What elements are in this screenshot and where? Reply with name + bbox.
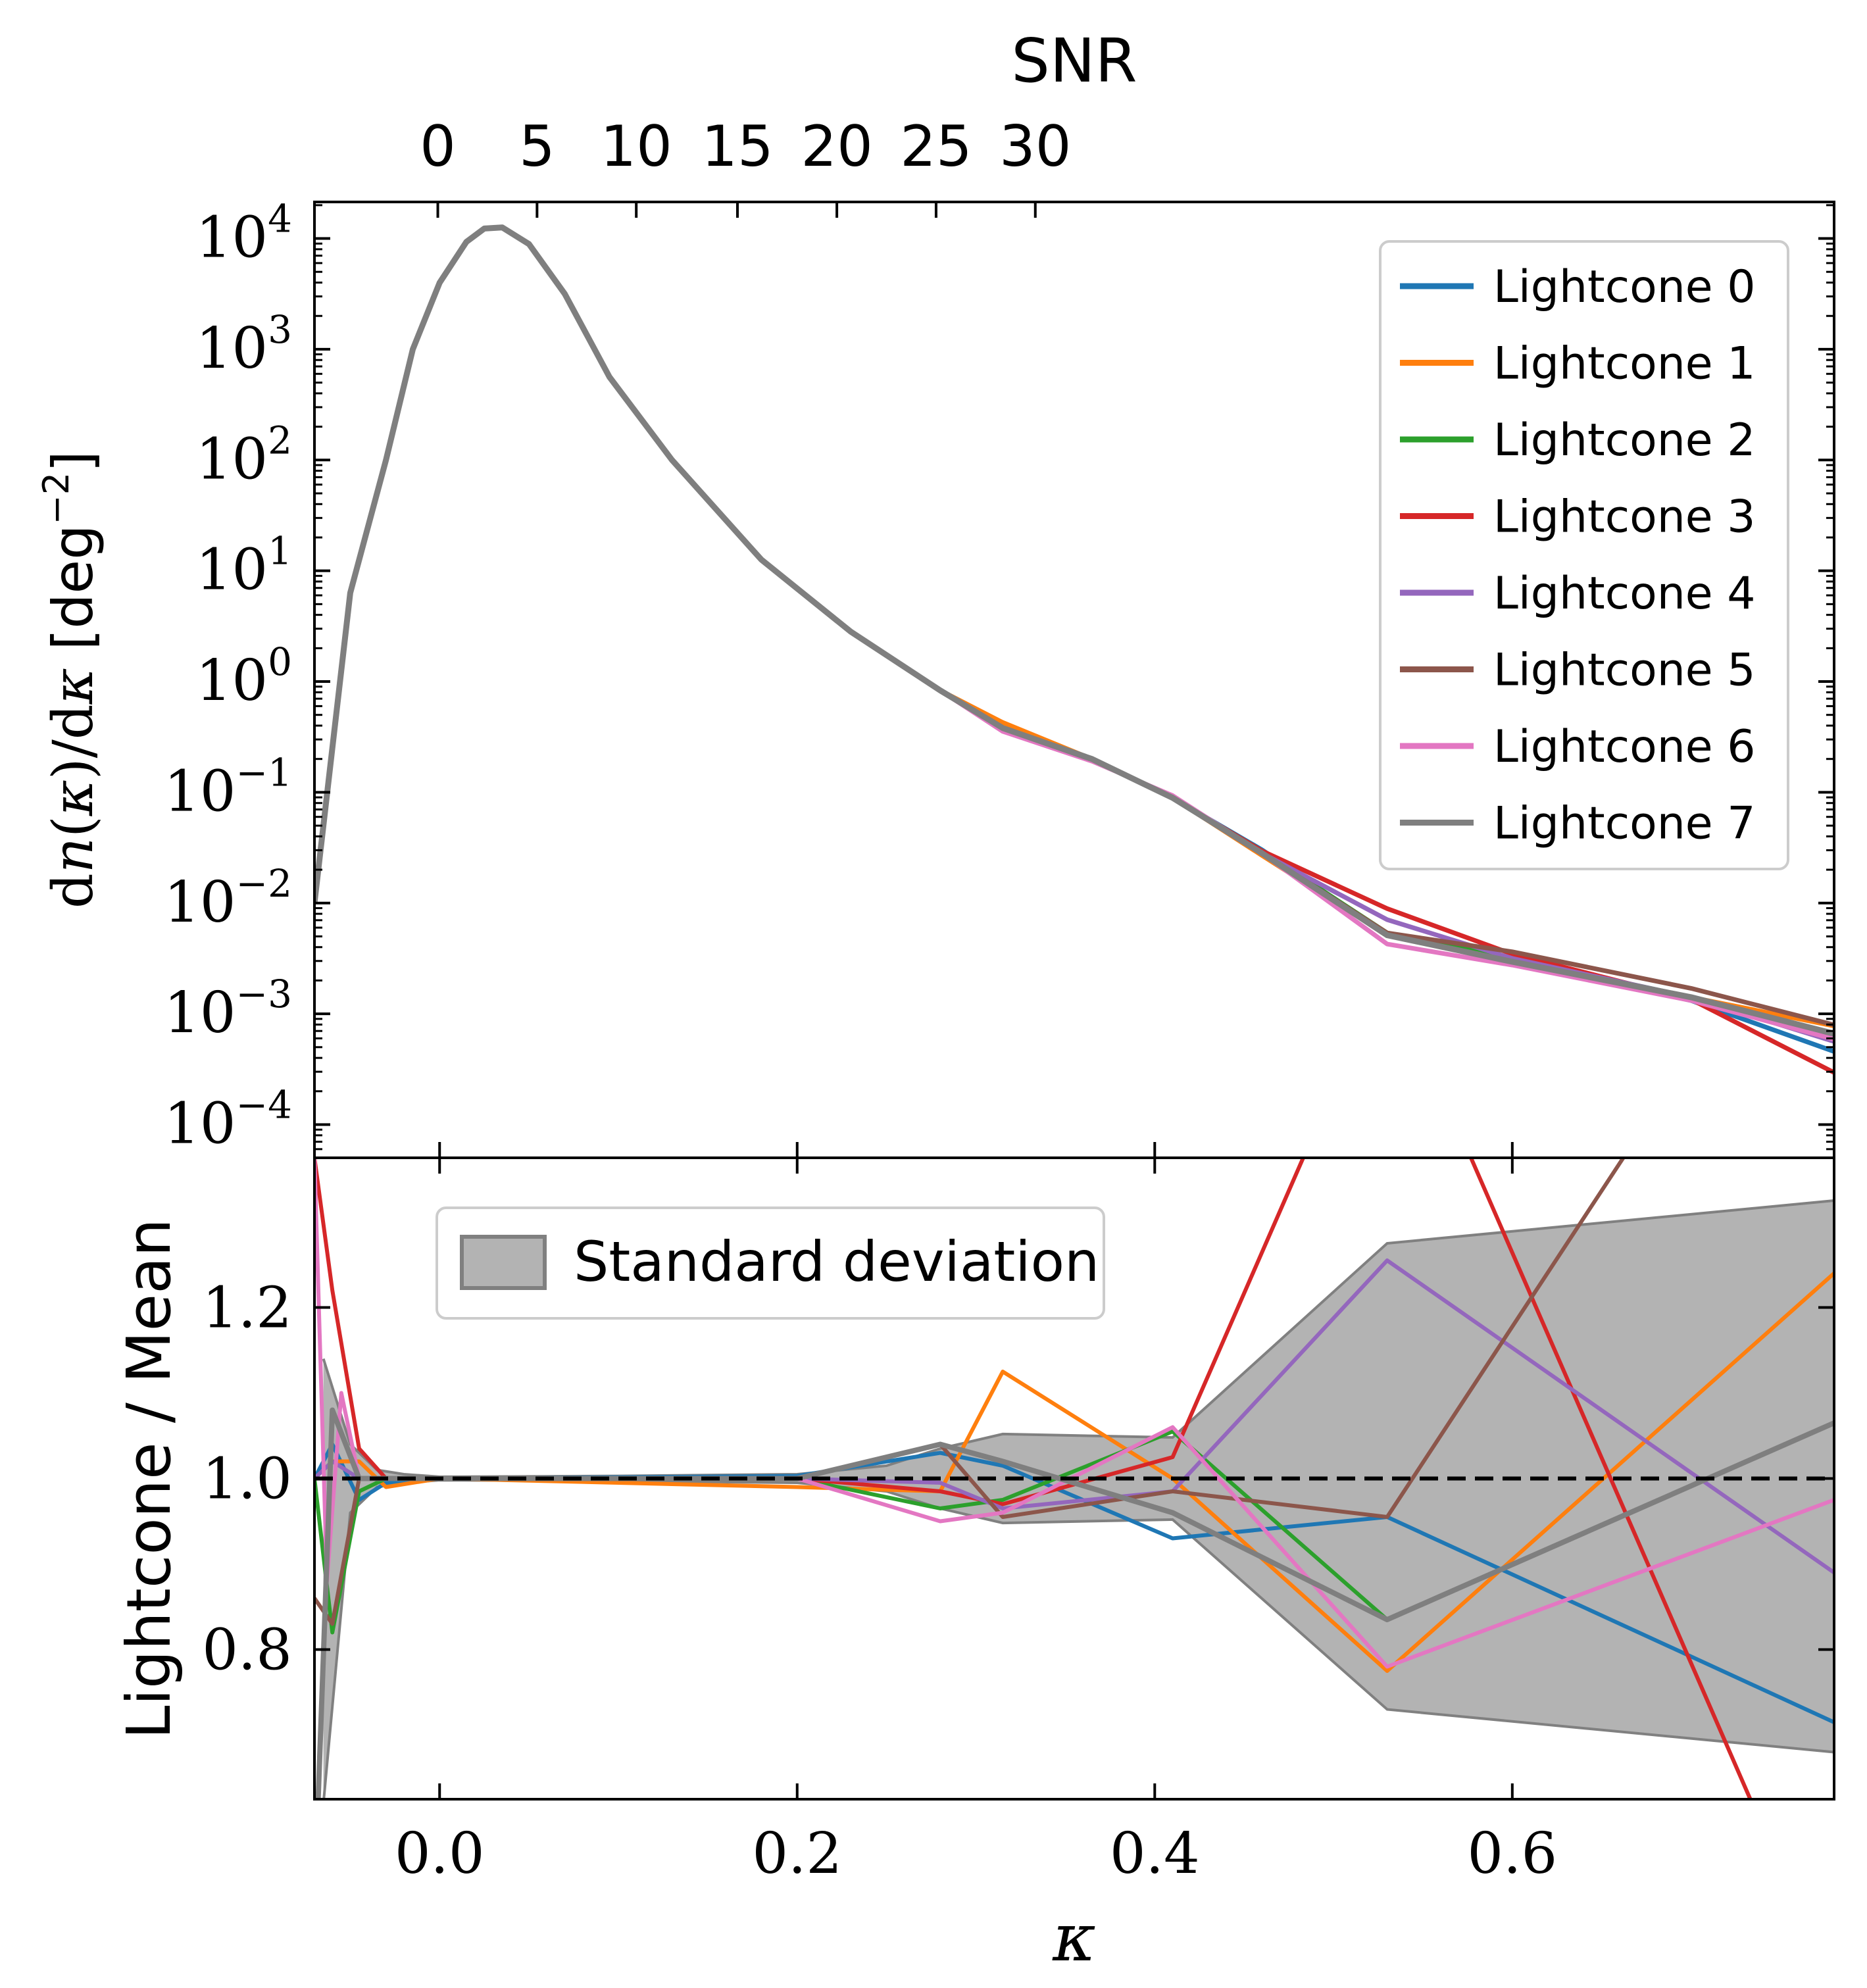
top-ytick-label: 104	[196, 197, 292, 271]
legend-label-lightcone-0: Lightcone 0	[1493, 261, 1756, 313]
legend-label-lightcone-5: Lightcone 5	[1493, 645, 1756, 697]
snr-tick-label: 20	[801, 114, 872, 180]
legend-frame	[1379, 240, 1789, 870]
legend-label-lightcone-7: Lightcone 7	[1493, 798, 1756, 850]
top-ytick-label-base: 10	[164, 980, 236, 1046]
bottom-panel: 0.0 0.2 0.4 0.6 0.8 1.0 1.2 Lightcone / Mean κ…	[114, 1156, 1835, 1976]
band-legend-swatch	[460, 1235, 547, 1290]
top-ytick-label-exp: 4	[268, 197, 292, 241]
legend-label-lightcone-6: Lightcone 6	[1493, 721, 1756, 773]
bottom-xtick-label: 0.0	[395, 1821, 485, 1887]
snr-tick-label: 30	[999, 114, 1071, 180]
top-ytick-label-exp: −4	[236, 1082, 293, 1127]
band-legend: Standard deviation	[436, 1206, 1105, 1320]
bottom-y-axis-label: Lightcone / Mean	[114, 1218, 184, 1739]
top-ytick-label-exp: −1	[236, 750, 293, 795]
top-axis-label: SNR	[1011, 26, 1137, 96]
top-ytick-label-exp: 1	[268, 529, 292, 574]
top-ytick-label-exp: −3	[236, 972, 293, 1016]
top-ytick-label-base: 10	[196, 205, 268, 271]
bottom-xtick-label: 0.6	[1467, 1821, 1557, 1887]
top-ytick-label-base: 10	[164, 870, 236, 935]
top-ytick-label-base: 10	[196, 316, 268, 382]
bottom-ytick-label: 0.8	[202, 1618, 292, 1683]
band-legend-frame	[436, 1206, 1105, 1320]
bottom-ytick-label: 1.0	[202, 1447, 292, 1512]
top-ytick-label-base: 10	[196, 648, 268, 714]
snr-tick-label: 0	[420, 114, 456, 180]
top-ytick-label-base: 10	[196, 426, 268, 492]
snr-tick-label: 10	[600, 114, 672, 180]
snr-tick-label: 25	[900, 114, 972, 180]
x-axis-label: κ	[1052, 1899, 1096, 1976]
top-ytick-label-exp: 0	[268, 639, 292, 684]
legend-label-lightcone-1: Lightcone 1	[1493, 338, 1756, 390]
top-ytick-label: 102	[196, 418, 292, 492]
top-ytick-label: 103	[196, 307, 292, 382]
lightcone-legend: Lightcone 0 Lightcone 1 Lightcone 2 Lightco…	[1379, 240, 1789, 870]
top-series-line-7	[314, 224, 1834, 1037]
legend-label-lightcone-4: Lightcone 4	[1493, 568, 1756, 620]
top-ytick-label: 10−1	[164, 750, 292, 824]
bottom-ticks: 0.0 0.2 0.4 0.6 0.8 1.0 1.2	[202, 1158, 1834, 1887]
top-ytick-label: 10−3	[164, 972, 292, 1046]
legend-label-lightcone-3: Lightcone 3	[1493, 491, 1756, 543]
band-legend-label: Standard deviation	[574, 1230, 1099, 1294]
snr-tick-label: 15	[701, 114, 773, 180]
top-ytick-label: 10−2	[164, 861, 292, 935]
top-ytick-label-exp: 2	[268, 418, 292, 462]
top-ytick-label-base: 10	[196, 537, 268, 603]
top-series-lines	[314, 224, 1834, 1075]
top-ytick-label: 100	[196, 639, 292, 714]
top-ytick-label-base: 10	[164, 758, 236, 824]
top-ytick-label-base: 10	[164, 1091, 236, 1156]
top-ytick-label-exp: 3	[268, 307, 292, 352]
bottom-plot-area	[314, 1158, 1834, 1799]
bottom-axes-frame	[313, 1156, 1835, 1801]
legend-label-lightcone-2: Lightcone 2	[1493, 414, 1756, 466]
top-ytick-label-exp: −2	[236, 861, 293, 906]
top-ytick-label: 101	[196, 529, 292, 603]
bottom-ytick-label: 1.2	[202, 1276, 292, 1341]
top-y-axis-label: dn(κ)/dκ [deg−2]	[36, 451, 105, 908]
bottom-xtick-label: 0.4	[1110, 1821, 1200, 1887]
top-ytick-label: 10−4	[164, 1082, 292, 1156]
bottom-xtick-label: 0.2	[752, 1821, 842, 1887]
snr-tick-label: 5	[519, 114, 555, 180]
